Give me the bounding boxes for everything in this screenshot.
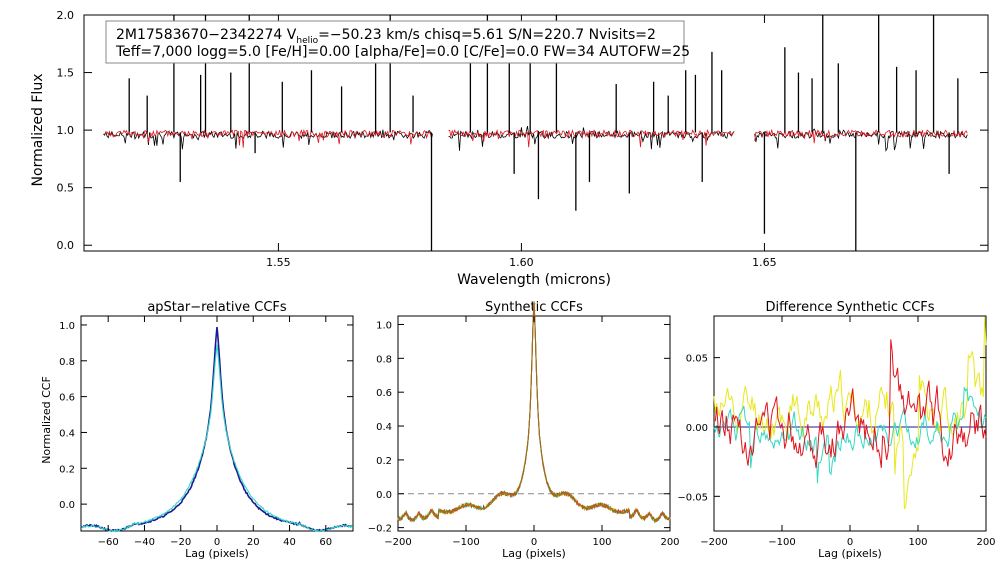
x-tick-label: 0 [214, 537, 220, 548]
x-tick-label: 0 [531, 537, 537, 548]
synthetic-ccf-series-line [397, 301, 671, 523]
difference-ccf-series-line [713, 339, 987, 468]
x-tick-label: −40 [134, 537, 155, 548]
synthetic-ccf-frame [397, 315, 671, 532]
y-tick-label: −0.2 [368, 524, 392, 535]
y-tick-label: 0.0 [376, 490, 392, 501]
spectrum-lines [103, 15, 968, 251]
y-tick-label: 0.0 [57, 239, 75, 252]
synthetic-ccf-series-line [397, 300, 671, 523]
apstar-ccf-ticks: −60 −40 −20 0 20 40 60 0.0 0.2 0.4 0.6 0.8 1.0 [59, 316, 353, 548]
x-tick-label: 40 [283, 537, 296, 548]
y-tick-label: −0.05 [677, 492, 708, 503]
spectrum-panel: 1.55 1.60 1.65 0.0 0.5 1.0 1.5 2.0 2M17583670−2… [30, 9, 989, 288]
synthetic-ccf-panel: Synthetic CCFs −200 −100 0 100 200−0.20.00.2… [368, 300, 680, 560]
difference-ccf-ticks: −200 −100 0 100 200 −0.05 0.00 0.05 [677, 316, 996, 548]
apstar-ccf-ylabel: Normalized CCF [40, 376, 53, 464]
spectrum-series-line [754, 128, 968, 144]
x-tick-label: 20 [247, 537, 260, 548]
y-tick-label: 0.6 [376, 388, 392, 399]
synthetic-ccf-lines [397, 300, 671, 524]
difference-ccf-series-line [713, 387, 987, 484]
y-tick-label: 1.0 [376, 320, 392, 331]
y-tick-label: 0.4 [59, 428, 75, 439]
x-tick-label: 1.55 [266, 256, 291, 269]
difference-ccf-title: Difference Synthetic CCFs [765, 300, 934, 315]
synthetic-ccf-series-line [397, 303, 671, 523]
x-tick-label: 1.65 [752, 256, 777, 269]
difference-ccf-series-line [713, 316, 987, 510]
apstar-ccf-panel: apStar−relative CCFs −60 −40 −20 0 20 40 60 0.0… [40, 300, 354, 560]
y-tick-label: 0.00 [686, 423, 708, 434]
x-tick-label: −60 [98, 537, 119, 548]
y-tick-label: 2.0 [57, 9, 75, 22]
x-tick-label: −200 [384, 537, 411, 548]
spectrum-ylabel: Normalized Flux [30, 74, 46, 187]
spectrum-annotation-box [105, 20, 685, 64]
y-tick-label: 0.0 [59, 500, 75, 511]
spectrum-frame [83, 14, 989, 252]
x-tick-label: 200 [660, 537, 679, 548]
spectrum-series-line [448, 128, 735, 148]
x-tick-label: −100 [768, 537, 795, 548]
y-tick-label: 0.5 [57, 182, 75, 195]
x-tick-label: 200 [976, 537, 995, 548]
y-tick-label: 0.4 [376, 422, 392, 433]
x-tick-label: −20 [170, 537, 191, 548]
spectrum-ticks: 1.55 1.60 1.65 0.0 0.5 1.0 1.5 2.0 [57, 9, 988, 269]
difference-ccf-lines [713, 316, 987, 510]
difference-ccf-panel: Difference Synthetic CCFs −200 −100 0 100 20… [677, 300, 995, 560]
apstar-ccf-xlabel: Lag (pixels) [185, 547, 249, 560]
x-tick-label: 0 [847, 537, 853, 548]
difference-ccf-frame [713, 315, 987, 532]
apstar-ccf-series-line [80, 344, 353, 533]
y-tick-label: 0.8 [376, 354, 392, 365]
spectrum-xlabel: Wavelength (microns) [457, 272, 611, 288]
y-tick-label: 1.0 [57, 124, 75, 137]
y-tick-label: 0.8 [59, 357, 75, 368]
apstar-ccf-series-line [80, 327, 354, 533]
apstar-ccf-title: apStar−relative CCFs [147, 300, 287, 315]
spectrum-series-line [448, 126, 735, 151]
spectrum-series-line [103, 128, 434, 148]
synthetic-ccf-xlabel: Lag (pixels) [502, 547, 566, 560]
y-tick-label: 0.05 [686, 354, 708, 365]
x-tick-label: 1.60 [509, 256, 534, 269]
y-tick-label: 0.6 [59, 393, 75, 404]
apstar-ccf-lines [80, 327, 354, 533]
spectrum-annotation-line1: 2M17583670−2342274 Vhelio=−50.23 km/s ch… [116, 27, 656, 46]
y-tick-label: 1.5 [57, 67, 75, 80]
x-tick-label: 60 [319, 537, 332, 548]
x-tick-label: 100 [592, 537, 611, 548]
synthetic-ccf-series-line [397, 303, 671, 524]
y-tick-label: 0.2 [59, 464, 75, 475]
y-tick-label: 0.2 [376, 456, 392, 467]
synthetic-ccf-ticks: −200 −100 0 100 200 −0.2 0.0 0.2 0.4 0.6 0.8 1.0 [368, 316, 680, 548]
x-tick-label: −200 [700, 537, 727, 548]
synthetic-ccf-series-line [397, 302, 671, 523]
y-tick-label: 1.0 [59, 321, 75, 332]
spectrum-annotation-line2: Teff=7,000 logg=5.0 [Fe/H]=0.00 [alpha/F… [115, 44, 690, 60]
x-tick-label: 100 [908, 537, 927, 548]
synthetic-ccf-series-line [397, 301, 671, 524]
x-tick-label: −100 [452, 537, 479, 548]
difference-ccf-xlabel: Lag (pixels) [818, 547, 882, 560]
